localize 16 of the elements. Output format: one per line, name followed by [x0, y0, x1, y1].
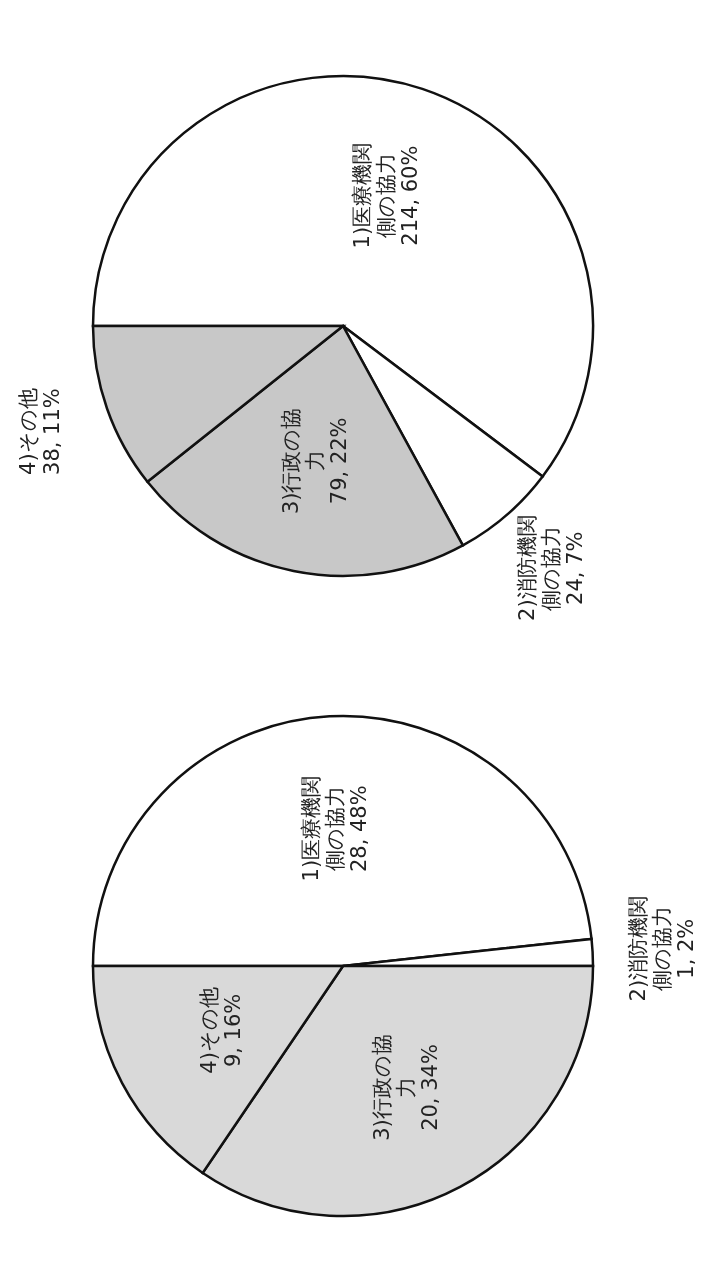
slice-label: 1)医療機関側の協力: [298, 775, 347, 882]
data-label: 20, 34%: [418, 1044, 443, 1131]
data-label: 9, 16%: [220, 993, 245, 1068]
data-label: 28, 48%: [346, 785, 371, 873]
data-label: 79, 22%: [326, 417, 351, 505]
slice-label: 2)消防機関側の協力: [625, 895, 674, 1002]
data-label: 214, 60%: [397, 145, 422, 246]
data-label: 24, 7%: [563, 531, 588, 605]
slice-label: 3)行政の協力: [278, 407, 327, 515]
slice-label: 4)その他: [15, 388, 40, 475]
slice-label: 4)その他: [196, 987, 221, 1074]
data-label: 38, 11%: [39, 388, 64, 475]
data-label: 1, 2%: [673, 918, 698, 979]
slice-label: 3)行政の協力: [370, 1034, 419, 1141]
slice-label: 2)消防機関側の協力: [515, 515, 564, 621]
slice-label: 1)医療機関側の協力: [349, 142, 398, 249]
